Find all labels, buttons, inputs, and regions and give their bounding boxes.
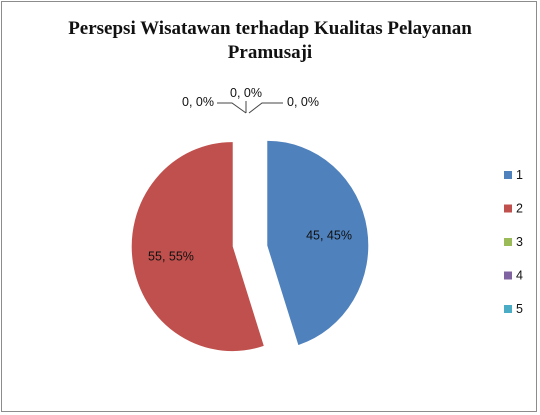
data-label-2: 55, 55%	[148, 250, 194, 264]
data-label-3: 0, 0%	[182, 95, 214, 109]
legend-label-5: 5	[516, 302, 523, 316]
data-label-1: 45, 45%	[306, 228, 352, 242]
leader-line-5	[249, 103, 283, 113]
legend-label-3: 3	[516, 235, 523, 249]
pie-slice-1	[268, 141, 368, 344]
legend-swatch-4	[504, 272, 512, 280]
legend-label-1: 1	[516, 168, 523, 182]
data-label-5: 0, 0%	[287, 95, 319, 109]
legend-swatch-2	[504, 205, 512, 213]
leader-line-3	[217, 103, 246, 113]
pie-slice-2	[132, 143, 263, 351]
data-label-4: 0, 0%	[230, 86, 262, 100]
legend-label-4: 4	[516, 269, 523, 283]
legend-swatch-5	[504, 305, 512, 313]
legend-label-2: 2	[516, 202, 523, 216]
legend-swatch-3	[504, 238, 512, 246]
legend-swatch-1	[504, 171, 512, 179]
